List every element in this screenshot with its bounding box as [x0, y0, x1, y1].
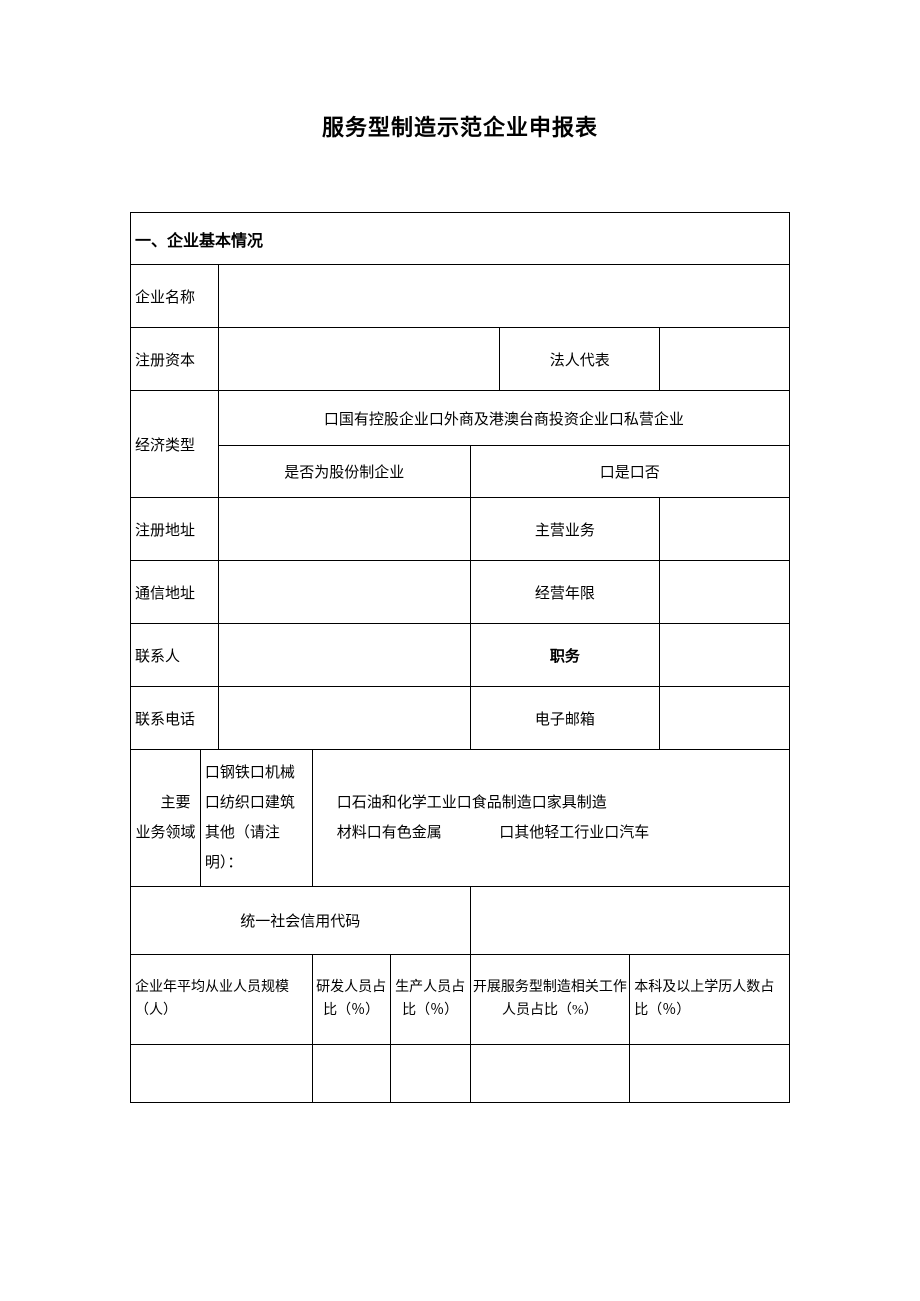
value-legal-rep[interactable] [660, 328, 790, 391]
value-email[interactable] [660, 687, 790, 750]
stats-val3[interactable] [390, 1045, 470, 1103]
biz-right-l1: 口石油和化学工业口食品制造口家具制造 [337, 795, 607, 811]
stats-col5: 本科及以上学历人数占比（％） [630, 955, 790, 1045]
label-email: 电子邮箱 [470, 687, 660, 750]
label-main-business: 主营业务 [470, 498, 660, 561]
label-contact-person: 联系人 [131, 624, 219, 687]
shareholding-options[interactable]: 口是口否 [470, 446, 789, 498]
label-social-credit: 统一社会信用代码 [131, 887, 471, 955]
value-phone[interactable] [218, 687, 470, 750]
stats-val1[interactable] [131, 1045, 313, 1103]
biz-right-l2: 材料口有色金属 [337, 825, 442, 841]
section-1-header: 一、企业基本情况 [131, 213, 790, 265]
label-operating-years: 经营年限 [470, 561, 660, 624]
stats-val5[interactable] [630, 1045, 790, 1103]
value-main-business[interactable] [660, 498, 790, 561]
label-main-field: 主要 业务领域 [131, 750, 201, 887]
label-main-field-l1: 主要 [140, 795, 190, 811]
biz-right-l3: 口其他轻工行业口汽车 [499, 825, 649, 841]
value-position[interactable] [660, 624, 790, 687]
label-economic-type: 经济类型 [131, 391, 219, 498]
label-phone: 联系电话 [131, 687, 219, 750]
label-registered-address: 注册地址 [131, 498, 219, 561]
label-mailing-address: 通信地址 [131, 561, 219, 624]
application-table: 一、企业基本情况 企业名称 注册资本 法人代表 经济类型 口国有控股企业口外商及… [130, 212, 790, 1103]
value-contact-person[interactable] [218, 624, 470, 687]
value-registered-capital[interactable] [218, 328, 500, 391]
doc-title: 服务型制造示范企业申报表 [130, 110, 790, 142]
label-company-name: 企业名称 [131, 265, 219, 328]
label-registered-capital: 注册资本 [131, 328, 219, 391]
value-mailing-address[interactable] [218, 561, 470, 624]
stats-val4[interactable] [470, 1045, 630, 1103]
label-main-field-l2: 业务领域 [135, 825, 195, 841]
value-operating-years[interactable] [660, 561, 790, 624]
biz-left-line: 口纺织口建筑 [205, 795, 295, 811]
label-position: 职务 [470, 624, 660, 687]
stats-col3: 生产人员占比（％） [390, 955, 470, 1045]
label-legal-rep: 法人代表 [500, 328, 660, 391]
stats-col1: 企业年平均从业人员规模（人） [131, 955, 313, 1045]
value-social-credit[interactable] [470, 887, 789, 955]
stats-val2[interactable] [312, 1045, 390, 1103]
value-company-name[interactable] [218, 265, 789, 328]
stats-col4: 开展服务型制造相关工作人员占比（%） [470, 955, 630, 1045]
biz-options-right[interactable]: 口石油和化学工业口食品制造口家具制造 材料口有色金属 口其他轻工行业口汽车 [312, 750, 789, 887]
biz-left-line: 其他（请注明）： [205, 825, 280, 871]
economic-type-options[interactable]: 口国有控股企业口外商及港澳台商投资企业口私营企业 [218, 391, 789, 446]
label-shareholding-q: 是否为股份制企业 [218, 446, 470, 498]
stats-col2: 研发人员占比（％） [312, 955, 390, 1045]
value-registered-address[interactable] [218, 498, 470, 561]
biz-options-left[interactable]: 口钢铁口机械口纺织口建筑其他（请注明）： [200, 750, 312, 887]
biz-left-line: 口钢铁口机械 [205, 765, 295, 781]
